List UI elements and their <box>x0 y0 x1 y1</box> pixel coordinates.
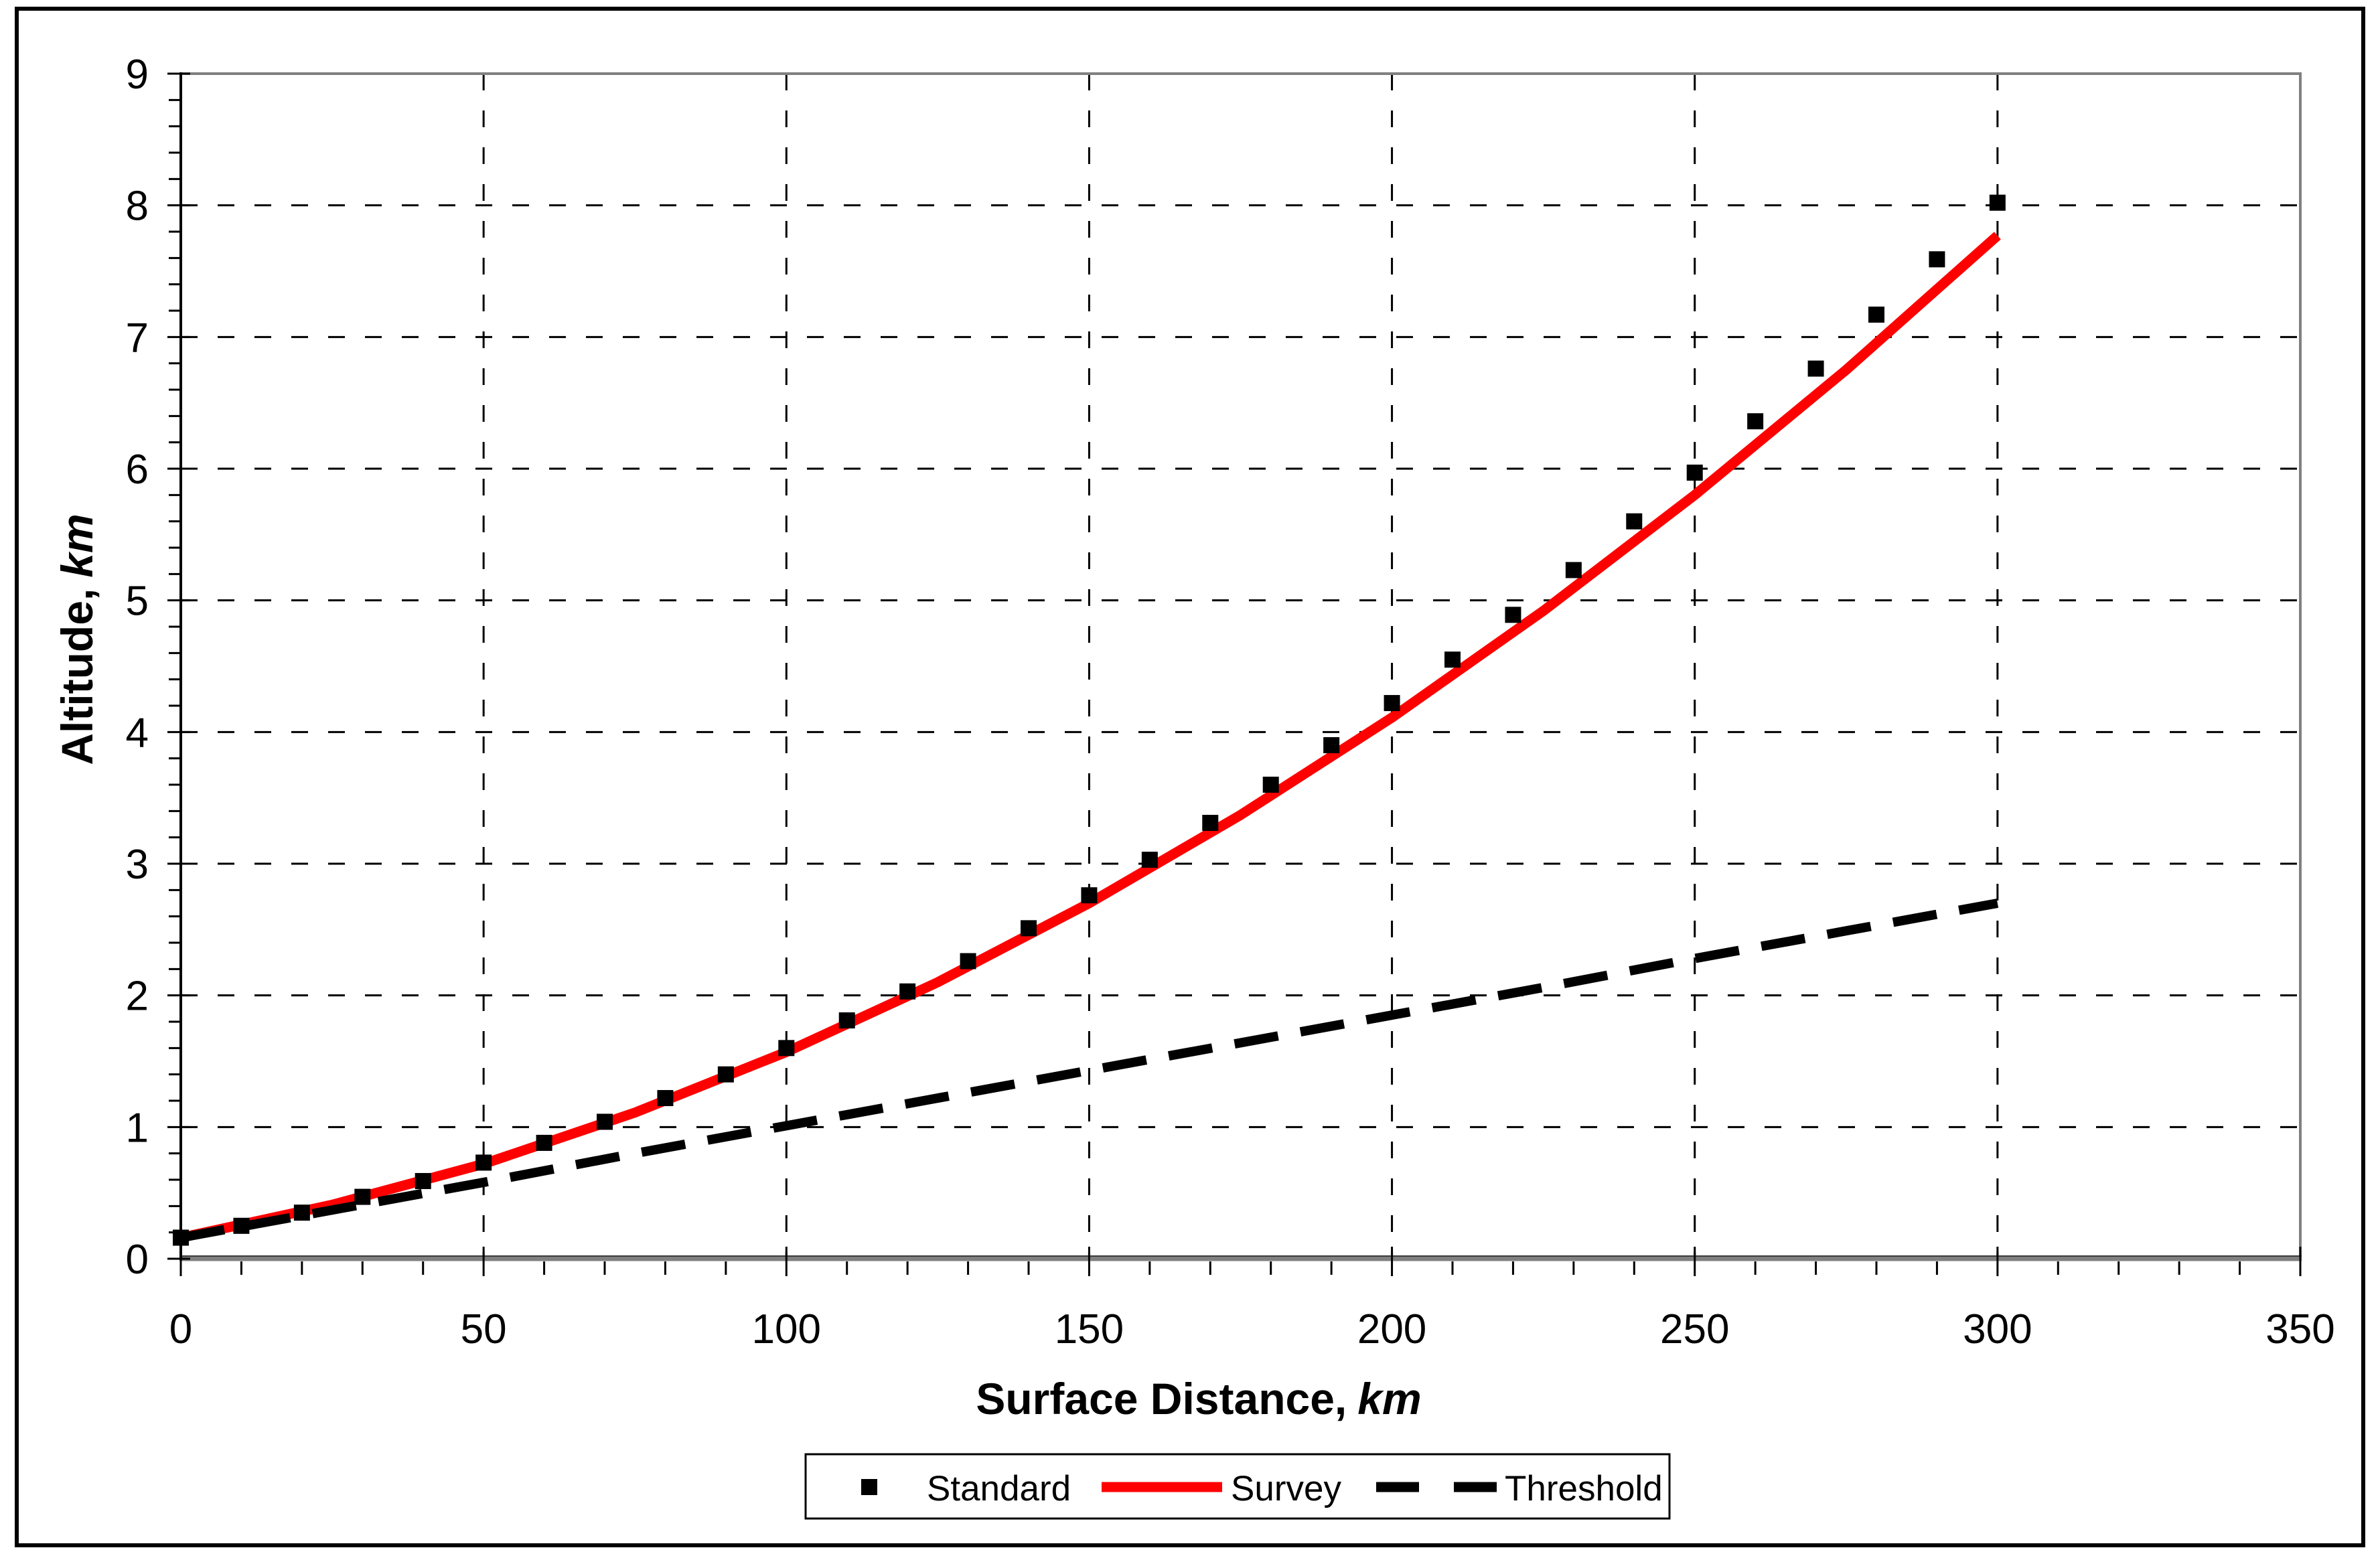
y-tick-label: 5 <box>126 578 149 625</box>
y-axis-title-text: Altitude, <box>52 589 102 765</box>
x-tick-label: 0 <box>169 1306 192 1352</box>
x-tick-label: 350 <box>2265 1306 2334 1352</box>
standard-point <box>1626 513 1643 530</box>
legend: Standard Survey Threshold <box>804 1453 1671 1520</box>
y-axis-title: Altitude, km <box>52 514 102 765</box>
standard-point <box>899 983 916 1000</box>
y-tick-label: 9 <box>126 52 149 98</box>
y-tick-label: 0 <box>126 1237 149 1283</box>
standard-point <box>1989 194 2006 211</box>
standard-point <box>1929 251 1945 268</box>
standard-point <box>960 953 976 969</box>
legend-survey-label: Survey <box>1231 1469 1341 1508</box>
y-tick-label: 2 <box>126 974 149 1020</box>
standard-point <box>233 1217 250 1234</box>
legend-threshold-label: Threshold <box>1505 1469 1663 1508</box>
threshold-line <box>179 899 1999 1243</box>
standard-point <box>1747 413 1764 430</box>
gridlines <box>181 74 2300 1259</box>
standard-point <box>1081 887 1098 904</box>
x-tick-label: 50 <box>461 1306 507 1352</box>
y-tick-label: 7 <box>126 315 149 361</box>
standard-point <box>293 1205 310 1221</box>
standard-point <box>1141 852 1158 868</box>
y-tick-label: 8 <box>126 183 149 230</box>
standard-series <box>173 194 2006 1246</box>
x-tick-label: 250 <box>1660 1306 1729 1352</box>
standard-point <box>536 1134 552 1151</box>
standard-point <box>1202 815 1219 832</box>
x-axis-title-text: Surface Distance, <box>976 1374 1347 1423</box>
standard-point <box>415 1172 431 1189</box>
y-tick-label: 4 <box>126 710 149 756</box>
y-tick-label: 3 <box>126 842 149 888</box>
standard-point <box>1323 737 1340 753</box>
tick-labels: 0 50 100 150 200 250 300 350 0 1 2 3 4 5 6 7 8 9 <box>126 52 2335 1352</box>
axis-ticks <box>167 72 2302 1276</box>
standard-point <box>173 1229 189 1246</box>
standard-point <box>1565 562 1582 578</box>
standard-point <box>657 1090 674 1107</box>
standard-point <box>1021 920 1037 937</box>
x-tick-label: 300 <box>1963 1306 2032 1352</box>
legend-standard-marker-icon <box>861 1479 877 1495</box>
standard-point <box>717 1066 734 1083</box>
standard-point <box>354 1188 371 1205</box>
plot-area: 0 50 100 150 200 250 300 350 0 1 2 3 4 5 6 7 8 9 <box>126 52 2335 1352</box>
legend-standard-label: Standard <box>927 1469 1071 1508</box>
standard-point <box>838 1012 855 1029</box>
standard-point <box>1444 651 1461 668</box>
plot-background <box>181 74 2300 1259</box>
standard-point <box>778 1040 795 1057</box>
standard-point <box>1868 306 1884 323</box>
y-axis-title-unit: km <box>52 514 102 577</box>
standard-point <box>1807 360 1824 377</box>
x-tick-label: 200 <box>1357 1306 1426 1352</box>
y-tick-label: 1 <box>126 1105 149 1151</box>
standard-point <box>1262 777 1279 793</box>
y-tick-label: 6 <box>126 447 149 493</box>
x-axis-title-unit: km <box>1357 1374 1421 1423</box>
standard-point <box>597 1113 613 1130</box>
standard-point <box>1505 607 1521 623</box>
standard-point <box>475 1154 492 1171</box>
legend-box <box>804 1453 1671 1520</box>
standard-point <box>1384 695 1400 712</box>
standard-point <box>1686 464 1703 481</box>
x-tick-label: 100 <box>752 1306 821 1352</box>
x-axis-title: Surface Distance, km <box>976 1374 1421 1423</box>
x-tick-label: 150 <box>1055 1306 1124 1352</box>
